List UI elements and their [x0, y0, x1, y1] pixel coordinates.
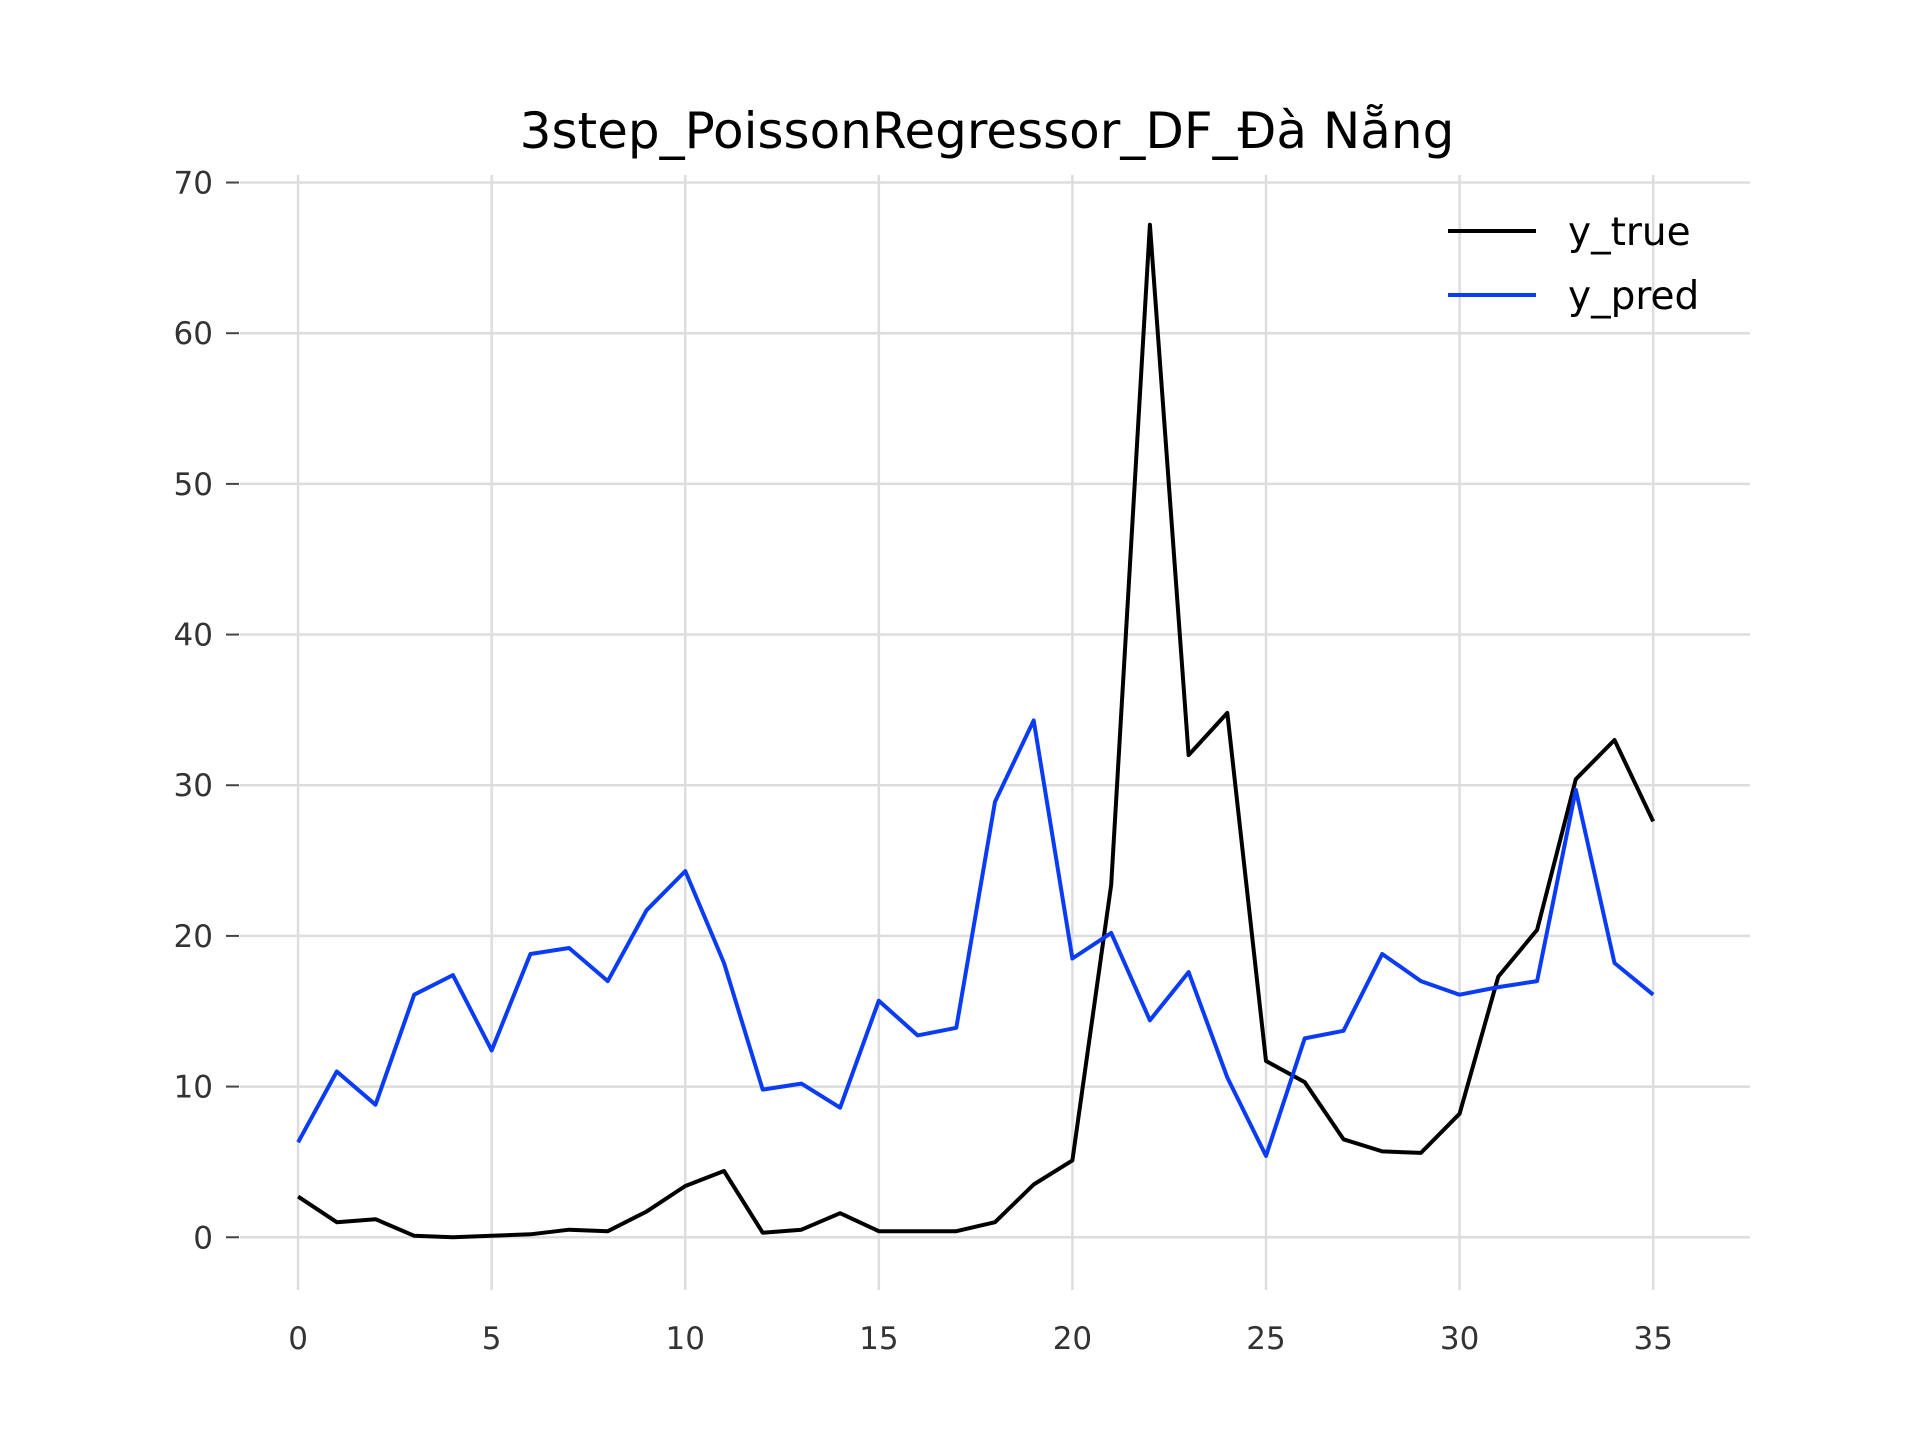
x-tick-label: 35	[1633, 1321, 1672, 1357]
y-tick-label: 10	[174, 1070, 213, 1106]
y-tick-label: 20	[174, 919, 213, 955]
x-tick-label: 25	[1246, 1321, 1285, 1357]
legend-label: y_pred	[1568, 274, 1699, 319]
x-tick-label: 10	[666, 1321, 705, 1357]
y-axis: 0 10 20 30 40 50 60 70	[174, 166, 239, 1256]
y-tick-label: 50	[174, 467, 213, 503]
y-tick-label: 30	[174, 768, 213, 804]
x-axis: 0 5 10 15 20 25 30 35	[288, 1321, 1673, 1357]
y-tick-label: 0	[193, 1220, 213, 1256]
x-tick-label: 20	[1053, 1321, 1092, 1357]
plot-area	[296, 222, 1656, 1240]
x-tick-label: 30	[1440, 1321, 1479, 1357]
y-tick-label: 60	[174, 316, 213, 352]
x-tick-label: 0	[288, 1321, 308, 1357]
chart-title: 3step_PoissonRegressor_DF_Đà Nẵng	[520, 102, 1455, 160]
legend-label: y_true	[1568, 210, 1691, 255]
grid	[240, 175, 1750, 1290]
series-line-y-true	[296, 222, 1656, 1240]
series-line-y-pred	[296, 718, 1655, 1158]
y-tick-label: 70	[174, 166, 213, 202]
legend: y_true y_pred	[1448, 210, 1699, 319]
x-tick-label: 15	[859, 1321, 898, 1357]
y-tick-label: 40	[174, 618, 213, 654]
x-tick-label: 5	[482, 1321, 502, 1357]
